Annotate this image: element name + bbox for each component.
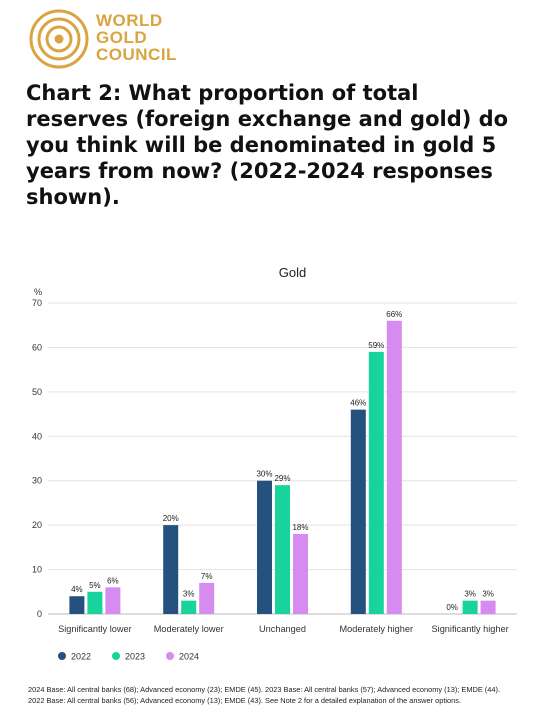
wordmark-line-2: GOLD <box>96 28 148 47</box>
y-axis-unit-label: % <box>34 287 42 297</box>
x-tick-label: Moderately lower <box>154 624 224 634</box>
gold-bar-chart: Gold% 0 10 20 30 40 50 60 70 4% 5% 6% Significantly … <box>32 265 517 662</box>
bar <box>199 582 215 614</box>
legend-label: 2023 <box>125 652 145 662</box>
y-tick-label: 70 <box>32 298 42 308</box>
bar <box>293 534 308 614</box>
bar-value-label: 20% <box>163 514 179 523</box>
bar <box>105 587 121 614</box>
legend-marker <box>166 652 174 660</box>
x-tick-label: Significantly lower <box>58 624 132 634</box>
page-title: Chart 2: What proportion of total reserv… <box>26 81 509 209</box>
wgc-emblem-icon <box>29 9 89 69</box>
x-tick-label: Unchanged <box>259 624 306 634</box>
y-tick-label: 60 <box>32 342 42 352</box>
footnote-line-2: 2022 Base: All central banks (56); Advan… <box>28 696 462 705</box>
bar <box>87 591 103 614</box>
bar-value-label: 46% <box>350 399 366 408</box>
bar <box>69 596 85 614</box>
bar <box>462 600 478 614</box>
x-tick-label: Significantly higher <box>432 624 509 634</box>
bar <box>257 480 272 614</box>
bar <box>480 600 496 614</box>
wgc-logo: WORLD GOLD COUNCIL <box>28 8 228 72</box>
bar <box>181 600 197 614</box>
bar <box>350 409 366 614</box>
bar-value-label: 6% <box>107 576 119 585</box>
wordmark-line-1: WORLD <box>96 11 163 30</box>
bar-value-label: 3% <box>482 590 494 599</box>
y-tick-label: 50 <box>32 387 42 397</box>
bar-value-label: 30% <box>256 470 272 479</box>
legend-marker <box>58 652 66 660</box>
bar-value-label: 66% <box>386 310 402 319</box>
wgc-wordmark: WORLD GOLD COUNCIL <box>96 12 177 63</box>
y-tick-label: 0 <box>37 609 42 619</box>
bar <box>368 351 384 614</box>
legend-label: 2022 <box>71 652 91 662</box>
y-tick-label: 20 <box>32 520 42 530</box>
bar <box>386 320 402 614</box>
bar-value-label: 5% <box>89 581 101 590</box>
y-tick-label: 30 <box>32 476 42 486</box>
y-tick-label: 10 <box>32 565 42 575</box>
wordmark-line-3: COUNCIL <box>96 45 177 64</box>
footnote-line-1: 2024 Base: All central banks (68); Advan… <box>28 685 501 694</box>
bar-value-label: 29% <box>274 474 290 483</box>
legend-label: 2024 <box>179 652 199 662</box>
bar-value-label: 4% <box>71 585 83 594</box>
bar-value-label: 3% <box>464 590 476 599</box>
bar-value-label: 3% <box>183 590 195 599</box>
bar-value-label: 59% <box>368 341 384 350</box>
bar-value-label: 7% <box>201 572 213 581</box>
bar-value-label: 0% <box>446 603 458 612</box>
chart-title: Gold <box>279 265 306 280</box>
x-tick-label: Moderately higher <box>340 624 414 634</box>
bar-value-label: 18% <box>292 523 308 532</box>
footnotes: 2024 Base: All central banks (68); Advan… <box>28 684 528 706</box>
bar <box>275 485 290 614</box>
bar <box>163 525 179 614</box>
legend-marker <box>112 652 120 660</box>
y-tick-label: 40 <box>32 431 42 441</box>
